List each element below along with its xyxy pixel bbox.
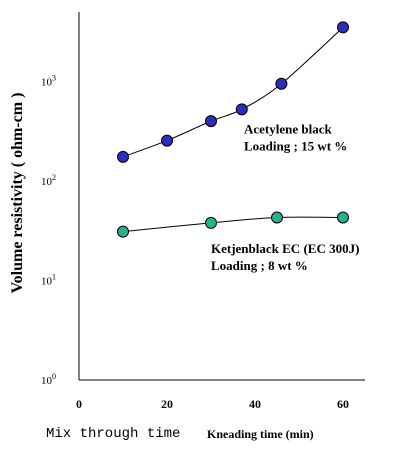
x-tick-label: 40	[249, 397, 261, 411]
series-1-label-line: Loading ; 15 wt %	[244, 139, 347, 154]
x-tick-label: 20	[161, 397, 173, 411]
series-labels: Acetylene black Loading ; 15 wt % Ketjenbl…	[211, 122, 359, 273]
series-1-point	[337, 21, 349, 34]
series-2-point	[271, 211, 283, 224]
series-1-point	[205, 115, 217, 128]
series-1-curve	[122, 27, 344, 158]
series-2-label-line: Ketjenblack EC (EC 300J)	[211, 241, 359, 256]
series-1-point	[275, 77, 288, 90]
series-2-point	[337, 211, 349, 224]
x-axis-prefix-label: Mix through time	[46, 426, 180, 442]
x-axis-label: Kneading time (min)	[207, 427, 314, 441]
x-tick-label: 0	[76, 397, 82, 411]
y-tick-label: 101	[41, 273, 56, 288]
series-2-point	[117, 225, 129, 238]
data-points	[117, 21, 349, 238]
axes: 0 20 40 60 100 101 102 103	[41, 12, 365, 411]
series-2-label-line: Loading ; 8 wt %	[211, 258, 308, 273]
x-tick-label: 60	[337, 397, 349, 411]
series-1-point	[161, 134, 173, 147]
y-tick-label: 102	[41, 173, 56, 188]
series-1-point	[117, 150, 129, 163]
series-2-curve	[122, 216, 344, 233]
y-axis-label: Volume resistivity ( ohm-cm )	[9, 93, 26, 294]
y-tick-label: 103	[41, 74, 56, 89]
series-2-point	[205, 216, 217, 229]
series-1-label-line: Acetylene black	[244, 122, 333, 137]
y-tick-label: 100	[41, 372, 56, 387]
series-1-point	[235, 103, 248, 116]
